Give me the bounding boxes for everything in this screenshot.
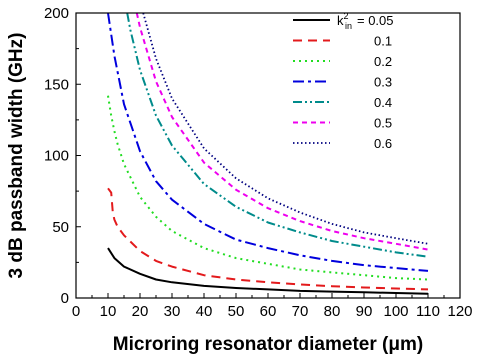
x-tick-label: 100 xyxy=(383,303,408,320)
x-axis: 0 10 20 30 40 50 60 70 80 90 100 110 120 xyxy=(72,293,473,320)
series-lines xyxy=(107,12,429,295)
y-axis-title: 3 dB passband width (GHz) xyxy=(6,33,27,279)
series-line-3 xyxy=(107,12,429,272)
x-tick-label: 120 xyxy=(447,303,472,320)
series-line-5 xyxy=(135,12,429,251)
x-tick-label: 20 xyxy=(132,303,149,320)
y-tick-label: 0 xyxy=(61,290,69,307)
x-tick-label: 70 xyxy=(292,303,309,320)
x-tick-label: 90 xyxy=(356,303,373,320)
x-tick-label: 30 xyxy=(164,303,181,320)
legend-label-2: 0.2 xyxy=(374,54,392,69)
x-axis-title: Microring resonator diameter (μm) xyxy=(113,334,423,355)
legend-title: k2 in = 0.05 xyxy=(337,11,394,31)
x-tick-label: 50 xyxy=(228,303,245,320)
legend: k2 in = 0.05 0.1 0.2 0.3 0.4 0.5 0.6 xyxy=(293,11,394,151)
x-tick-label: 0 xyxy=(72,303,80,320)
legend-label-1: 0.1 xyxy=(374,34,392,49)
legend-label-5: 0.5 xyxy=(374,116,392,131)
x-tick-label: 80 xyxy=(324,303,341,320)
y-tick-label: 100 xyxy=(44,148,69,165)
y-tick-label: 150 xyxy=(44,76,69,93)
legend-label-3: 0.3 xyxy=(374,75,392,90)
series-line-0 xyxy=(107,247,429,295)
y-axis: 0 50 100 150 200 xyxy=(44,5,81,307)
y-tick-label: 200 xyxy=(44,5,69,22)
x-tick-label: 110 xyxy=(416,303,440,320)
series-line-6 xyxy=(142,12,429,245)
series-line-2 xyxy=(107,95,429,281)
series-line-1 xyxy=(107,187,429,291)
series-line-4 xyxy=(126,12,429,258)
legend-label-4: 0.4 xyxy=(374,95,392,110)
x-tick-label: 40 xyxy=(196,303,213,320)
legend-label-6: 0.6 xyxy=(374,136,392,151)
x-tick-label: 60 xyxy=(260,303,277,320)
y-tick-label: 50 xyxy=(52,219,69,236)
x-tick-label: 10 xyxy=(100,303,117,320)
plot-frame xyxy=(75,12,461,299)
